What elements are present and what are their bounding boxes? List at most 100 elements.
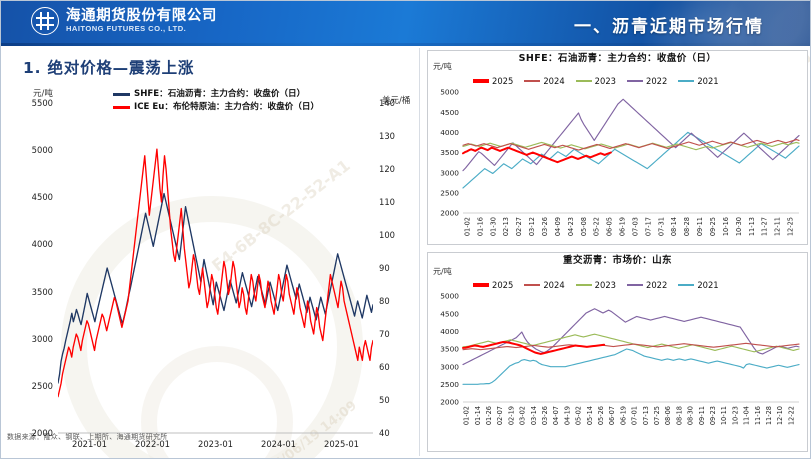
y-axis-tick-label: 5500 [31, 98, 53, 108]
y-axis-tick-label: 4000 [440, 128, 459, 137]
y-axis-tick-label: 3500 [31, 286, 53, 297]
y-axis-tick-label: 5000 [440, 88, 459, 97]
y-axis-tick-label: 2500 [31, 380, 53, 391]
series-line [57, 192, 374, 384]
legend-swatch-icon [575, 79, 592, 83]
y-axis-tick-label: 3000 [31, 333, 53, 344]
slide-header: 海通期货股份有限公司 HAITONG FUTURES CO., LTD. 一、沥… [1, 1, 810, 46]
shandong-price-unit: 元/吨 [433, 267, 452, 276]
legend-label: 2025 [492, 76, 514, 86]
shandong-price-frame [427, 252, 808, 452]
x-axis-tick-label: 02-19 [507, 406, 515, 425]
x-axis-tick-label: 01-14 [474, 406, 482, 425]
series-line [462, 98, 800, 172]
x-axis-tick-label: 06-19 [619, 406, 627, 425]
x-axis-tick-label: 2022-01 [135, 439, 170, 449]
x-axis-tick-label: 02-13 [502, 217, 510, 236]
y-axis-tick-label: 4500 [440, 108, 459, 117]
legend-swatch-icon [678, 283, 695, 287]
x-axis-tick-label: 03-14 [530, 406, 538, 425]
legend-label: SHFE：石油沥青：主力合约：收盘价（日） [134, 89, 306, 99]
x-axis-tick-label: 11-04 [743, 406, 751, 425]
series-line [57, 148, 374, 398]
x-axis-tick-label: 11-13 [748, 217, 756, 236]
legend-label: 2024 [543, 76, 565, 86]
y-axis-tick-label: 2500 [440, 188, 459, 197]
y2-axis-tick-label: 90 [379, 263, 390, 273]
legend-swatch-icon [678, 79, 695, 83]
y2-axis-tick-label: 50 [379, 395, 390, 405]
x-axis-tick-label: 01-02 [463, 406, 471, 425]
y-axis-tick-label: 2000 [31, 428, 53, 438]
series-line [462, 131, 800, 189]
legend-swatch-icon [113, 93, 130, 96]
haitong-logo-icon [31, 7, 59, 35]
x-axis-tick-label: 09-11 [698, 406, 706, 425]
page-title: 一、沥青近期市场行情 [574, 17, 764, 37]
x-axis-tick-label: 09-11 [696, 217, 704, 236]
y-axis-tick-label: 2000 [440, 209, 459, 218]
x-axis-tick-label: 12-22 [787, 406, 795, 425]
x-axis-tick-label: 07-17 [644, 217, 652, 236]
y-axis-tick-label: 4500 [31, 192, 53, 203]
x-axis-tick-label: 05-14 [586, 406, 594, 425]
legend-swatch-icon [575, 283, 592, 287]
y-axis-tick-label: 5000 [440, 292, 459, 301]
series-line [462, 333, 800, 353]
series-line [462, 348, 800, 385]
x-axis-tick-label: 02-27 [515, 217, 523, 236]
right-pane: SHFE：石油沥青：主力合约：收盘价（日） 元/吨 2025 2024 2023 20… [421, 46, 810, 458]
x-axis-tick-label: 01-02 [464, 217, 472, 236]
legend-label: 2023 [594, 76, 616, 86]
main-chart-legend: SHFE：石油沥青：主力合约：收盘价（日） ICE Eu：布伦特原油：主力合约：收… [113, 88, 319, 114]
y-axis-tick-label: 3500 [440, 345, 459, 354]
y2-axis-tick-label: 40 [379, 428, 390, 438]
x-axis-tick-label: 10-23 [731, 406, 739, 425]
x-axis-tick-label: 2025-01 [324, 439, 359, 449]
x-axis-tick-label: 06-07 [608, 406, 616, 425]
y2-axis-tick-label: 70 [379, 329, 390, 339]
shfe-seasonal-unit: 元/吨 [433, 62, 452, 71]
source-note: 数据来源：隆众、钢联、上期所、海通期货研究所 [7, 433, 168, 441]
legend-swatch-icon [626, 283, 643, 287]
legend-item: SHFE：石油沥青：主力合约：收盘价（日） [113, 88, 319, 101]
legend-label: 2025 [492, 280, 514, 290]
shandong-price-legend: 2025 2024 2023 2022 2021 [473, 280, 719, 290]
x-axis-tick-label: 07-31 [657, 217, 665, 236]
legend-swatch-icon [473, 79, 489, 83]
y2-axis-tick-label: 120 [379, 164, 395, 174]
x-axis-tick-label: 08-28 [683, 217, 691, 236]
x-axis-tick-label: 01-16 [476, 217, 484, 236]
x-axis-tick-label: 03-26 [541, 406, 549, 425]
x-axis-tick-label: 07-25 [653, 406, 661, 425]
legend-item: ICE Eu：布伦特原油：主力合约：收盘价（日） [113, 101, 319, 114]
y-axis-tick-label: 5000 [31, 145, 53, 156]
x-axis-tick-label: 2023-01 [198, 439, 233, 449]
series-line [462, 342, 800, 351]
company-name-cn: 海通期货股份有限公司 [66, 7, 217, 24]
x-axis-tick-label: 11-16 [754, 406, 762, 425]
x-axis-tick-label: 05-26 [597, 406, 605, 425]
x-axis-tick-label: 04-09 [554, 217, 562, 236]
legend-swatch-icon [524, 79, 541, 83]
x-axis-tick-label: 05-22 [593, 217, 601, 236]
y-axis-tick-label: 2000 [440, 398, 459, 407]
series-line [462, 340, 606, 355]
x-axis-tick-label: 05-08 [580, 217, 588, 236]
x-axis-tick-label: 10-11 [720, 406, 728, 425]
legend-item: 2025 [473, 76, 513, 86]
y-axis-tick-label: 3000 [440, 362, 459, 371]
legend-label: 2021 [697, 280, 719, 290]
x-axis-tick-label: 12-25 [787, 217, 795, 236]
shfe-seasonal-title: SHFE：石油沥青：主力合约：收盘价（日） [518, 53, 717, 64]
x-axis-tick-label: 01-26 [485, 406, 493, 425]
shfe-seasonal-legend: 2025 2024 2023 2022 2021 [473, 76, 719, 86]
x-axis-tick-label: 03-26 [541, 217, 549, 236]
pane-divider [419, 48, 420, 456]
x-axis-tick-label: 03-12 [528, 217, 536, 236]
legend-item: 2023 [575, 76, 616, 86]
y-axis-tick-label: 4000 [440, 327, 459, 336]
slide-body: F4-6B-8C-22-52-A1 2025/06/19 14:09 2025/… [1, 33, 810, 458]
section-title: 1. 绝对价格—震荡上涨 [23, 59, 195, 77]
legend-label: 2021 [697, 76, 719, 86]
